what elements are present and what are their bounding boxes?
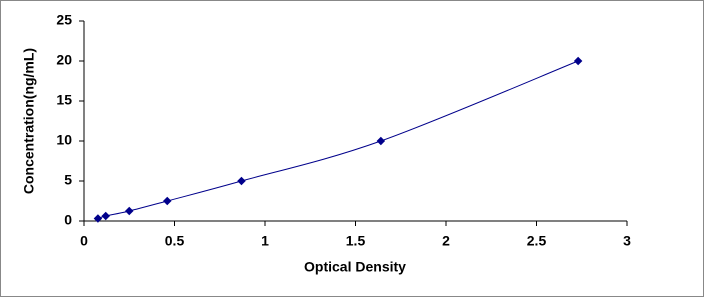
x-tick-label: 0.5: [165, 233, 185, 249]
data-point: [376, 136, 386, 146]
data-point: [93, 214, 103, 223]
y-axis-label: Concentration(ng/mL): [21, 48, 37, 194]
x-tick-label: 1: [261, 233, 269, 249]
data-point: [163, 196, 172, 206]
data-point: [125, 206, 134, 216]
y-tick-label: 0: [64, 212, 72, 228]
y-tick-label: 25: [56, 12, 72, 28]
y-tick-label: 10: [56, 132, 72, 148]
data-point: [237, 176, 246, 186]
x-tick-label: 0: [80, 233, 88, 249]
x-axis-label: Optical Density: [304, 259, 406, 275]
y-tick-label: 15: [56, 92, 72, 108]
x-tick-label: 2.5: [527, 233, 547, 249]
x-tick-label: 3: [623, 233, 631, 249]
x-tick-label: 2: [442, 233, 450, 249]
x-tick-label: 1.5: [346, 233, 366, 249]
y-tick-label: 5: [64, 172, 72, 188]
data-point: [101, 211, 110, 221]
y-tick-label: 20: [56, 52, 72, 68]
